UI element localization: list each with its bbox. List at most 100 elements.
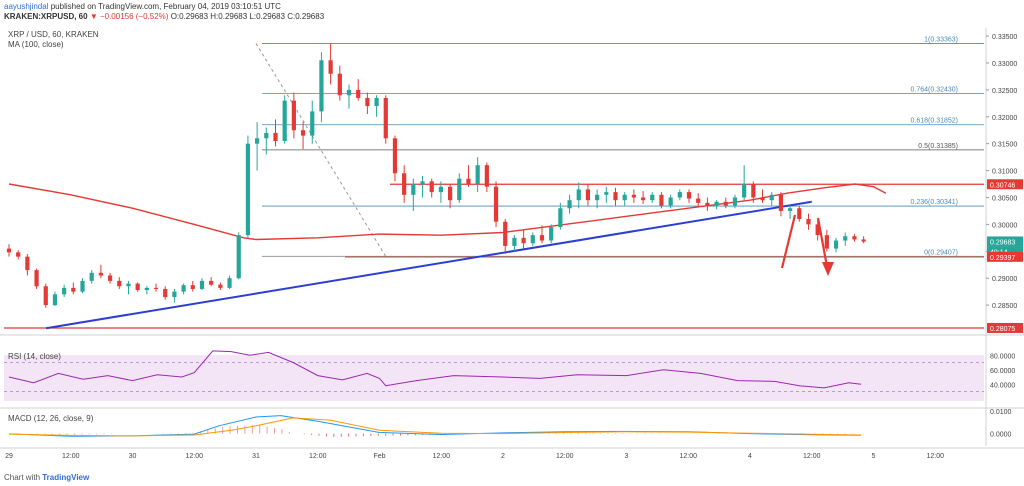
symbol-label: KRAKEN:XRPUSD, 60 bbox=[4, 12, 88, 21]
candle-body bbox=[392, 138, 398, 174]
candle-body bbox=[98, 272, 103, 276]
candle-body bbox=[484, 165, 489, 187]
candle-body bbox=[751, 184, 756, 198]
candle-body bbox=[337, 73, 342, 96]
candle-body bbox=[300, 130, 306, 136]
candle-body bbox=[199, 280, 205, 289]
candle-body bbox=[686, 192, 692, 199]
candle-body bbox=[209, 280, 214, 285]
candle-body bbox=[236, 235, 241, 279]
publish-info: published on TradingView.com, February 0… bbox=[50, 2, 281, 11]
candle-body bbox=[71, 287, 76, 292]
author-link[interactable]: aayushjindal bbox=[4, 2, 49, 11]
price-tick-label: 0.32000 bbox=[992, 115, 1017, 122]
time-tick-label: Feb bbox=[373, 453, 385, 460]
candle-body bbox=[80, 280, 85, 292]
price-badge bbox=[987, 179, 1023, 190]
macd-tick-label: 0.0100 bbox=[990, 409, 1012, 416]
price-badge-label: 0.28075 bbox=[990, 326, 1015, 333]
footer: Chart with TradingView bbox=[4, 473, 89, 482]
macd-signal-line bbox=[8, 417, 862, 437]
candle-body bbox=[16, 252, 21, 257]
candle-body bbox=[631, 194, 636, 198]
fib-level-label: 0.618(0.31852) bbox=[911, 118, 958, 125]
candle-body bbox=[34, 270, 39, 287]
time-tick-label: 4 bbox=[748, 453, 752, 460]
candle-body bbox=[558, 208, 563, 228]
ohlc-label: O:0.29683 H:0.29683 L:0.29683 C:0.29683 bbox=[170, 12, 325, 21]
candle-body bbox=[411, 184, 416, 195]
candle-body bbox=[852, 236, 857, 240]
chart-canvas[interactable]: 0.33500 0.33000 0.32500 0.32000 0.31500 0.310… bbox=[0, 0, 1024, 470]
fib-level-label: 0.764(0.32430) bbox=[911, 87, 958, 94]
candle-body bbox=[447, 186, 453, 201]
candle-body bbox=[714, 201, 719, 206]
macd-pane-title: MACD (12, 26, close, 9) bbox=[8, 414, 94, 423]
price-tick-label: 0.30000 bbox=[992, 222, 1017, 229]
price-tick-label: 0.33000 bbox=[992, 61, 1017, 68]
candle-body bbox=[696, 198, 701, 203]
candle-body bbox=[153, 287, 159, 289]
candle-body bbox=[760, 197, 765, 201]
main-pane-bg bbox=[0, 28, 1024, 332]
forecast-arrow-up bbox=[780, 214, 797, 269]
candle-body bbox=[438, 186, 444, 193]
candle-body bbox=[365, 97, 370, 107]
candle-body bbox=[595, 194, 600, 201]
candle-body bbox=[310, 111, 315, 136]
candle-body bbox=[503, 221, 508, 246]
time-tick-label: 12:00 bbox=[185, 453, 203, 460]
candle-body bbox=[797, 208, 802, 220]
candle-body bbox=[723, 201, 728, 206]
candle-body bbox=[172, 291, 177, 298]
candle-body bbox=[843, 236, 848, 241]
publish-line: aayushjindal published on TradingView.co… bbox=[4, 2, 281, 11]
candle-body bbox=[190, 285, 195, 289]
tradingview-logo[interactable]: TradingView bbox=[42, 473, 90, 482]
candle-body bbox=[107, 275, 113, 281]
price-badge bbox=[987, 236, 1023, 247]
candle-body bbox=[677, 192, 682, 198]
candle-body bbox=[512, 237, 517, 246]
candle-body bbox=[43, 286, 48, 306]
time-tick-label: 30 bbox=[129, 453, 137, 460]
candle-body bbox=[742, 184, 747, 198]
rsi-tick-label: 80.0000 bbox=[990, 353, 1015, 360]
time-tick-label: 12:00 bbox=[679, 453, 697, 460]
bullish-trendline bbox=[45, 200, 812, 330]
rsi-band bbox=[4, 355, 984, 401]
candle-body bbox=[493, 186, 499, 222]
candle-body bbox=[420, 181, 425, 185]
main-pane-title: XRP / USD, 60, KRAKEN bbox=[8, 30, 99, 39]
rsi-pane-title: RSI (14, close) bbox=[8, 352, 61, 361]
rsi-tick-label: 40.0000 bbox=[990, 382, 1015, 389]
candle-body bbox=[585, 189, 591, 201]
candle-body bbox=[815, 224, 820, 236]
candle-body bbox=[788, 208, 793, 211]
candle-body bbox=[475, 165, 480, 185]
time-tick-label: 3 bbox=[625, 453, 629, 460]
candle-body bbox=[402, 173, 407, 195]
candle-body bbox=[861, 239, 866, 242]
candle-body bbox=[319, 60, 324, 112]
price-tick-label: 0.30500 bbox=[992, 195, 1017, 202]
forecast-arrowhead bbox=[822, 262, 834, 276]
candle-body bbox=[383, 97, 388, 139]
candle-body bbox=[163, 288, 168, 298]
candle-body bbox=[539, 235, 545, 241]
price-badge-label: 0.29683 bbox=[990, 239, 1015, 246]
candle-body bbox=[264, 132, 269, 139]
candle-body bbox=[117, 280, 122, 287]
candle-body bbox=[466, 178, 471, 185]
candle-body bbox=[52, 294, 58, 306]
ma-indicator-label: MA (100, close) bbox=[8, 40, 64, 49]
fib-level-label: 1(0.33363) bbox=[924, 36, 958, 43]
rsi-line bbox=[8, 350, 862, 389]
candle-body bbox=[622, 194, 627, 201]
time-tick-label: 12:00 bbox=[309, 453, 327, 460]
candle-body bbox=[705, 202, 710, 206]
candle-body bbox=[429, 181, 434, 193]
candle-body bbox=[291, 100, 296, 131]
candle-body bbox=[640, 197, 646, 201]
time-tick-label: 12:00 bbox=[432, 453, 450, 460]
